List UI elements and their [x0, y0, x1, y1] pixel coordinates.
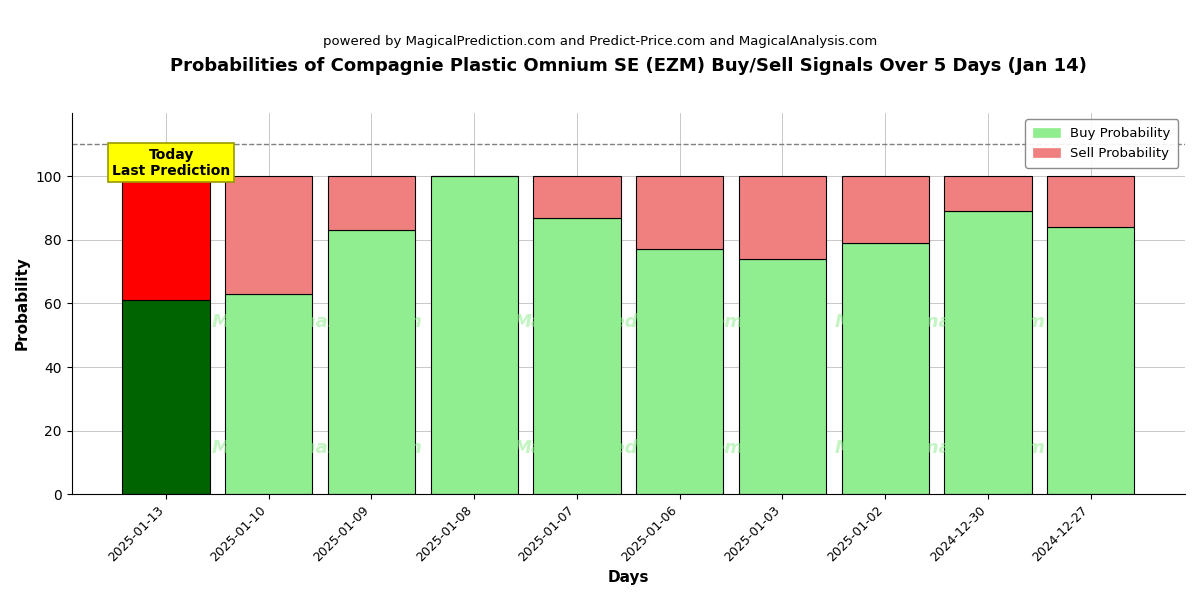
Text: MagicalAnalysis.com: MagicalAnalysis.com: [211, 313, 422, 331]
Bar: [739, 259, 826, 494]
Bar: [636, 250, 724, 494]
Bar: [1048, 176, 1134, 227]
Bar: [636, 176, 724, 250]
Bar: [533, 176, 620, 218]
Bar: [944, 176, 1032, 211]
Title: Probabilities of Compagnie Plastic Omnium SE (EZM) Buy/Sell Signals Over 5 Days : Probabilities of Compagnie Plastic Omniu…: [170, 57, 1087, 75]
Bar: [944, 211, 1032, 494]
Bar: [226, 294, 312, 494]
Text: powered by MagicalPrediction.com and Predict-Price.com and MagicalAnalysis.com: powered by MagicalPrediction.com and Pre…: [323, 35, 877, 49]
Text: MagicalPrediction.com: MagicalPrediction.com: [514, 439, 743, 457]
Bar: [122, 300, 210, 494]
Bar: [431, 176, 518, 494]
Bar: [739, 176, 826, 259]
Bar: [328, 230, 415, 494]
Bar: [841, 176, 929, 243]
Text: MagicalAnalysis.com: MagicalAnalysis.com: [835, 313, 1045, 331]
Bar: [1048, 227, 1134, 494]
Text: MagicalAnalysis.com: MagicalAnalysis.com: [835, 439, 1045, 457]
Text: MagicalPrediction.com: MagicalPrediction.com: [514, 313, 743, 331]
Bar: [122, 176, 210, 300]
Text: MagicalAnalysis.com: MagicalAnalysis.com: [211, 439, 422, 457]
Bar: [328, 176, 415, 230]
Bar: [533, 218, 620, 494]
Legend: Buy Probability, Sell Probability: Buy Probability, Sell Probability: [1025, 119, 1178, 167]
Y-axis label: Probability: Probability: [16, 256, 30, 350]
Bar: [226, 176, 312, 294]
X-axis label: Days: Days: [607, 570, 649, 585]
Bar: [841, 243, 929, 494]
Text: Today
Last Prediction: Today Last Prediction: [112, 148, 230, 178]
